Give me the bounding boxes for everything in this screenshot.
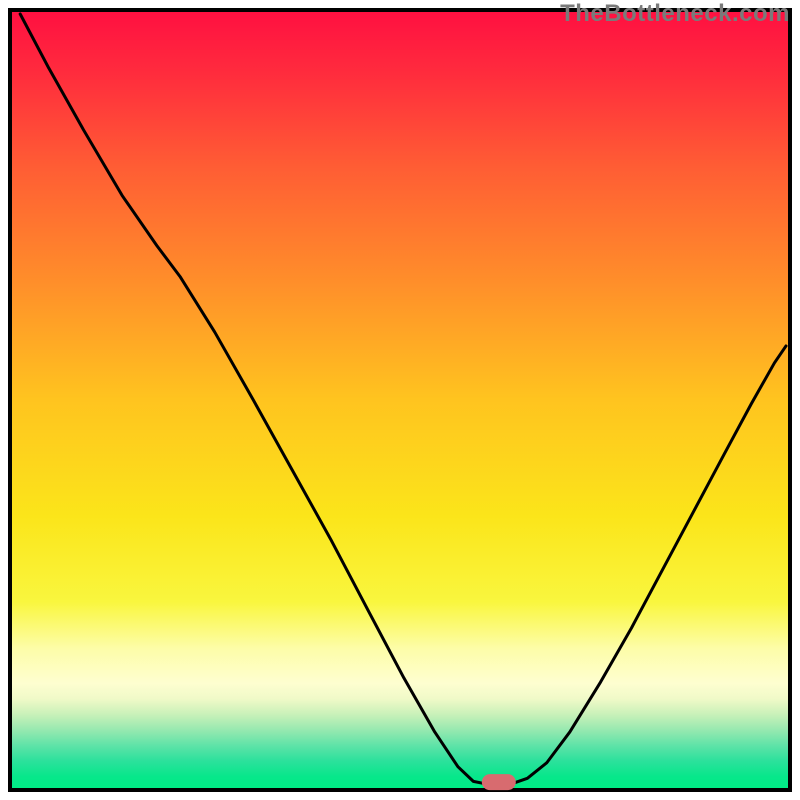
optimum-marker bbox=[482, 774, 516, 790]
chart-container: TheBottleneck.com bbox=[0, 0, 800, 800]
chart-svg bbox=[0, 0, 800, 800]
